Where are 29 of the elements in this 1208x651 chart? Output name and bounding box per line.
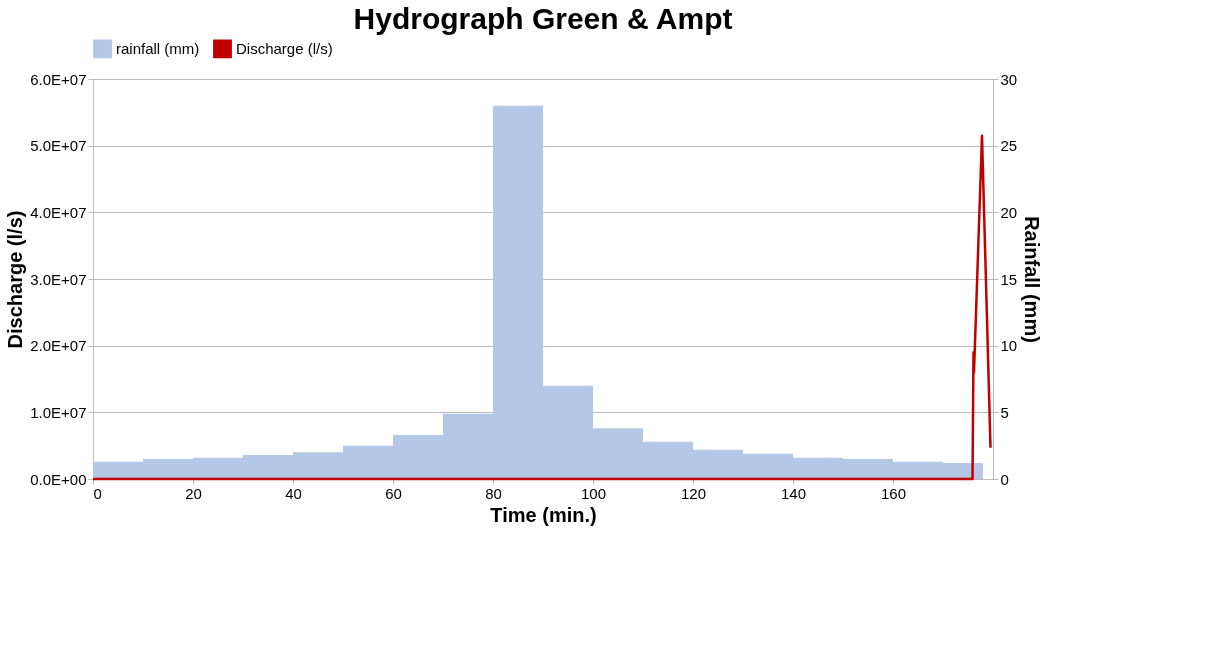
y2-tick-label: 20	[1000, 203, 1018, 221]
y2-tick-label: 30	[1000, 70, 1018, 88]
y-tick-label: 6.0E+07	[30, 70, 87, 88]
legend-label: rainfall (mm)	[116, 39, 200, 57]
y2-tick-label: 5	[1000, 403, 1009, 421]
x-tick-label: 80	[485, 484, 502, 502]
y2-tick-label: 0	[1000, 470, 1009, 488]
x-axis-title: Time (min.)	[490, 503, 597, 526]
x-tick-label: 0	[93, 484, 102, 502]
x-tick-label: 120	[680, 484, 707, 502]
y-axis-title: Discharge (l/s)	[4, 210, 27, 349]
x-tick-label: 60	[385, 484, 402, 502]
x-tick-label: 160	[880, 484, 907, 502]
y2-tick-label: 15	[1000, 270, 1018, 288]
x-tick-label: 100	[580, 484, 607, 502]
y2-tick-label: 10	[1000, 337, 1018, 355]
y2-tick-label: 25	[1000, 137, 1018, 155]
legend-label: Discharge (l/s)	[236, 39, 333, 57]
y-tick-label: 1.0E+07	[30, 403, 87, 421]
chart-title: Hydrograph Green & Ampt	[353, 2, 733, 35]
y-tick-label: 3.0E+07	[30, 270, 87, 288]
y-tick-label: 4.0E+07	[30, 203, 87, 221]
y-tick-label: 0.0E+00	[30, 470, 87, 488]
x-tick-label: 140	[780, 484, 807, 502]
y2-axis-title: Rainfall (mm)	[1021, 216, 1044, 343]
y-tick-label: 2.0E+07	[30, 337, 87, 355]
x-tick-label: 40	[285, 484, 302, 502]
x-tick-label: 20	[185, 484, 202, 502]
y-tick-label: 5.0E+07	[30, 137, 87, 155]
